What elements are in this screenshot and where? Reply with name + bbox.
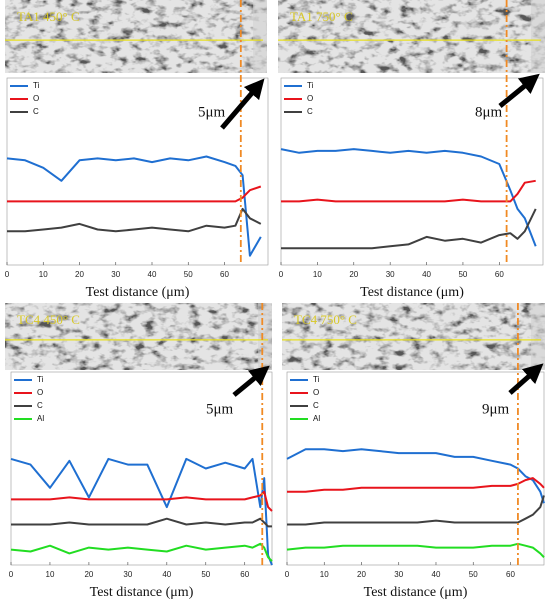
legend-label: C: [37, 401, 43, 410]
x-axis-label: Test distance (μm): [364, 585, 468, 600]
sem-texture: [5, 303, 272, 370]
annotation: 5μm: [198, 104, 226, 120]
x-tick-label: 40: [148, 270, 157, 279]
legend-label: C: [313, 401, 319, 410]
image-label: TC4 750° C: [294, 312, 357, 327]
legend-label: Ti: [37, 375, 44, 384]
x-tick-label: 40: [162, 570, 171, 579]
plot-frame: [10, 371, 273, 566]
series-line: [281, 179, 536, 203]
x-tick-label: 50: [469, 570, 478, 579]
series-line: [10, 457, 273, 566]
x-tick-label: 0: [5, 270, 10, 279]
x-tick-label: 10: [46, 570, 55, 579]
x-tick-label: 60: [220, 270, 229, 279]
x-axis-label: Test distance (μm): [90, 585, 194, 600]
series-line: [10, 542, 273, 562]
legend-label: Al: [37, 414, 44, 423]
image-label: TC4 450° C: [17, 312, 80, 327]
legend-label: O: [37, 388, 43, 397]
x-tick-label: 30: [111, 270, 120, 279]
x-tick-label: 40: [432, 570, 441, 579]
series-line: [286, 542, 545, 558]
x-tick-label: 0: [279, 270, 284, 279]
x-tick-label: 0: [9, 570, 14, 579]
series-line: [286, 448, 545, 504]
x-axis-label: Test distance (μm): [360, 285, 464, 300]
legend-label: Ti: [33, 81, 40, 90]
image-label: TA1 750° C: [290, 9, 353, 24]
series-line: [6, 155, 262, 257]
series-line: [7, 207, 262, 233]
x-tick-label: 60: [240, 570, 249, 579]
sem-edge: [258, 303, 272, 370]
arrow: [220, 78, 265, 130]
x-tick-label: 40: [422, 270, 431, 279]
x-tick-label: 0: [285, 570, 290, 579]
x-tick-label: 50: [201, 570, 210, 579]
legend-label: O: [313, 388, 319, 397]
legend-label: Al: [313, 414, 320, 423]
legend-label: Ti: [307, 81, 314, 90]
x-tick-label: 30: [386, 270, 395, 279]
x-tick-label: 10: [320, 570, 329, 579]
x-tick-label: 60: [495, 270, 504, 279]
x-tick-label: 10: [39, 270, 48, 279]
arrow: [508, 363, 544, 395]
series-line: [280, 148, 537, 247]
x-tick-label: 20: [84, 570, 93, 579]
sem-texture: [282, 303, 545, 370]
x-tick-label: 50: [184, 270, 193, 279]
series-line: [287, 477, 545, 493]
sem-edge: [531, 0, 545, 73]
plot-frame: [6, 77, 269, 266]
annotation: 5μm: [206, 401, 234, 417]
x-tick-label: 30: [123, 570, 132, 579]
sem-edge: [253, 0, 267, 73]
series-line: [287, 495, 545, 526]
image-label: TA1 450° C: [17, 9, 80, 24]
x-tick-label: 20: [75, 270, 84, 279]
x-tick-label: 10: [313, 270, 322, 279]
x-tick-label: 60: [506, 570, 515, 579]
annotation: 9μm: [482, 401, 510, 417]
legend-label: Ti: [313, 375, 320, 384]
arrow: [232, 365, 270, 397]
legend-label: O: [307, 94, 313, 103]
sem-texture: [278, 0, 545, 73]
x-axis-label: Test distance (μm): [86, 285, 190, 300]
x-tick-label: 50: [458, 270, 467, 279]
plot-frame: [280, 77, 544, 266]
series-line: [7, 185, 262, 203]
series-line: [11, 517, 272, 528]
plot-frame: [286, 371, 545, 566]
sem-edge: [531, 303, 545, 370]
x-tick-label: 30: [394, 570, 403, 579]
sem-texture: [5, 0, 267, 73]
arrow: [498, 73, 540, 108]
series-line: [11, 490, 273, 512]
annotation: 8μm: [475, 104, 503, 120]
x-tick-label: 20: [357, 570, 366, 579]
legend-label: C: [307, 107, 313, 116]
x-tick-label: 20: [349, 270, 358, 279]
series-line: [281, 208, 537, 250]
legend-label: O: [33, 94, 39, 103]
legend-label: C: [33, 107, 39, 116]
